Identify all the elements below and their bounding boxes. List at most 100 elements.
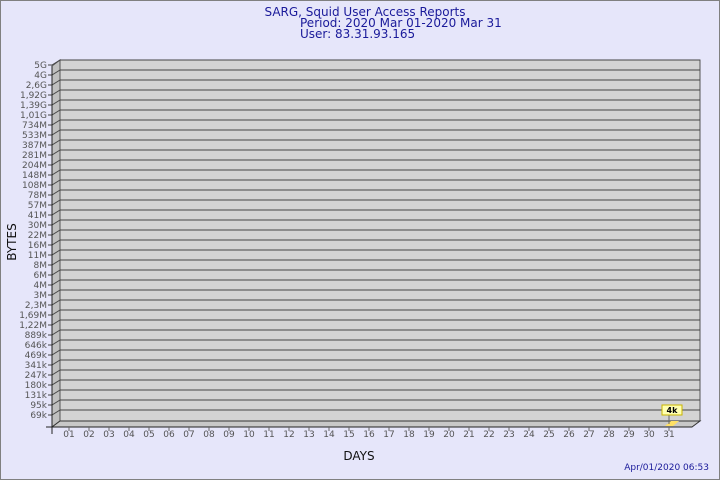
y-tick-depth xyxy=(51,159,61,166)
x-tick-label: 09 xyxy=(223,430,235,440)
x-tick-label: 30 xyxy=(643,430,655,440)
x-tick-label: 14 xyxy=(323,430,335,440)
y-tick-label: 180k xyxy=(25,381,48,391)
plot-floor xyxy=(50,420,702,428)
y-tick-depth xyxy=(51,189,61,196)
x-tick-label: 20 xyxy=(443,430,455,440)
data-label-box xyxy=(661,404,683,416)
x-tick-label: 26 xyxy=(563,430,575,440)
y-tick-label: 3M xyxy=(34,291,48,301)
y-tick-depth xyxy=(51,389,61,396)
y-tick-label: 78M xyxy=(28,191,47,201)
y-tick-depth xyxy=(51,169,61,176)
x-tick-label: 22 xyxy=(483,430,494,440)
y-tick-label: 131k xyxy=(25,391,48,401)
y-tick-depth xyxy=(51,329,61,336)
x-tick-label: 08 xyxy=(203,430,215,440)
timestamp: Apr/01/2020 06:53 xyxy=(624,463,709,473)
x-tick-label: 24 xyxy=(523,430,535,440)
y-tick-label: 533M xyxy=(22,131,47,141)
y-tick-label: 57M xyxy=(28,201,47,211)
y-tick-depth xyxy=(51,259,61,266)
x-tick-label: 02 xyxy=(83,430,94,440)
y-tick-label: 1,01G xyxy=(20,111,47,121)
y-tick-label: 1,39G xyxy=(20,101,47,111)
x-tick-label: 04 xyxy=(123,430,135,440)
y-tick-label: 1,92G xyxy=(20,91,47,101)
x-tick-label: 29 xyxy=(623,430,635,440)
chart-subtitle-period: Period: 2020 Mar 01-2020 Mar 31 xyxy=(300,16,502,30)
y-tick-label: 8M xyxy=(34,261,48,271)
y-tick-label: 889k xyxy=(25,331,48,341)
y-tick-label: 341k xyxy=(25,361,48,371)
y-tick-depth xyxy=(51,209,61,216)
x-tick-label: 13 xyxy=(303,430,314,440)
y-tick-label: 108M xyxy=(22,181,47,191)
y-tick-label: 281M xyxy=(22,151,47,161)
y-tick-depth xyxy=(51,139,61,146)
y-tick-label: 1,22M xyxy=(19,321,47,331)
x-tick-label: 06 xyxy=(163,430,175,440)
bar-day-31 xyxy=(665,421,679,426)
x-tick-label: 16 xyxy=(363,430,375,440)
y-tick-depth xyxy=(51,219,61,226)
x-tick-label: 23 xyxy=(503,430,514,440)
y-axis-label: BYTES xyxy=(5,223,19,260)
y-tick-depth xyxy=(51,109,61,116)
y-tick-depth xyxy=(51,129,61,136)
y-tick-label: 5G xyxy=(34,61,47,71)
x-tick-label: 31 xyxy=(663,430,674,440)
y-tick-depth xyxy=(51,399,61,406)
y-tick-depth xyxy=(51,79,61,86)
y-tick-label: 41M xyxy=(28,211,47,221)
y-tick-label: 2,3M xyxy=(25,301,47,311)
y-tick-label: 69k xyxy=(30,411,47,421)
y-tick-depth xyxy=(51,199,61,206)
x-tick-label: 11 xyxy=(263,430,274,440)
x-tick-label: 21 xyxy=(463,430,474,440)
x-tick-label: 07 xyxy=(183,430,194,440)
data-label: 4k xyxy=(667,406,679,415)
y-tick-depth xyxy=(51,379,61,386)
x-axis-label: DAYS xyxy=(343,449,374,463)
y-tick-depth xyxy=(51,179,61,186)
chart-subtitle-user: User: 83.31.93.165 xyxy=(300,27,415,41)
x-tick-label: 03 xyxy=(103,430,114,440)
chart-title: SARG, Squid User Access Reports xyxy=(264,5,465,19)
y-tick-depth xyxy=(51,349,61,356)
y-tick-depth xyxy=(51,339,61,346)
y-tick-depth xyxy=(51,299,61,306)
y-tick-label: 2,6G xyxy=(26,81,47,91)
y-tick-depth xyxy=(51,279,61,286)
y-tick-depth xyxy=(51,269,61,276)
x-tick-label: 10 xyxy=(243,430,255,440)
y-tick-label: 4M xyxy=(34,281,48,291)
y-tick-label: 148M xyxy=(22,171,47,181)
y-tick-label: 1,69M xyxy=(19,311,47,321)
y-tick-label: 22M xyxy=(28,231,47,241)
y-tick-depth xyxy=(51,369,61,376)
y-tick-depth xyxy=(51,229,61,236)
y-tick-label: 646k xyxy=(25,341,48,351)
y-tick-label: 16M xyxy=(28,241,47,251)
x-tick-label: 28 xyxy=(603,430,615,440)
y-tick-depth xyxy=(51,309,61,316)
x-tick-label: 01 xyxy=(63,430,74,440)
y-tick-label: 30M xyxy=(28,221,47,231)
x-tick-label: 12 xyxy=(283,430,294,440)
y-tick-depth xyxy=(51,119,61,126)
y-tick-label: 734M xyxy=(22,121,47,131)
x-tick-label: 27 xyxy=(583,430,594,440)
x-tick-label: 19 xyxy=(423,430,435,440)
y-tick-depth xyxy=(51,289,61,296)
y-tick-depth xyxy=(51,249,61,256)
y-tick-label: 387M xyxy=(22,141,47,151)
y-tick-depth xyxy=(51,99,61,106)
y-tick-label: 11M xyxy=(28,251,47,261)
y-tick-label: 4G xyxy=(34,71,47,81)
y-tick-depth xyxy=(51,239,61,246)
y-tick-depth xyxy=(51,149,61,156)
x-tick-label: 18 xyxy=(403,430,415,440)
x-tick-label: 17 xyxy=(383,430,394,440)
